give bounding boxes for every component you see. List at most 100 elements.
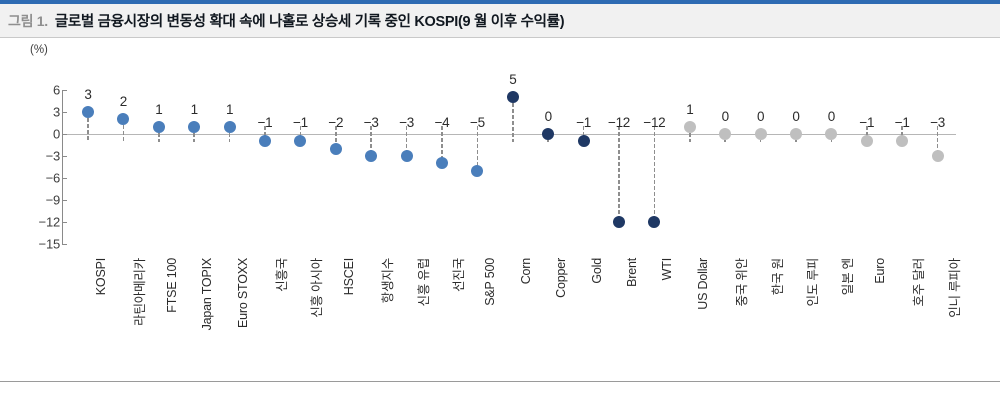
data-point-marker[interactable] <box>754 128 767 140</box>
title-band: 그림 1. 글로벌 금융시장의 변동성 확대 속에 나홀로 상승세 기록 중인 … <box>0 4 1000 37</box>
data-point-marker[interactable] <box>329 142 342 155</box>
data-point-value-label: 3 <box>84 87 92 102</box>
zero-baseline <box>62 134 956 135</box>
y-axis-tick-mark <box>62 178 67 179</box>
data-point-stem <box>299 126 302 142</box>
data-point-value-label: −4 <box>434 115 450 130</box>
figure-title: 글로벌 금융시장의 변동성 확대 속에 나홀로 상승세 기록 중인 KOSPI(… <box>54 14 565 30</box>
y-axis-tick-mark <box>62 244 67 245</box>
data-point-marker[interactable] <box>152 120 165 133</box>
y-axis-line <box>62 90 63 244</box>
data-point-stem <box>866 126 868 142</box>
data-point-marker[interactable] <box>931 150 944 162</box>
data-point-group[interactable]: −1 신흥 아시아 <box>284 44 324 374</box>
data-point-marker[interactable] <box>577 135 590 148</box>
x-axis-category-label: KOSPI <box>94 258 108 296</box>
data-point-marker[interactable] <box>860 135 873 148</box>
data-point-marker[interactable] <box>790 128 802 140</box>
data-point-marker[interactable] <box>896 135 909 148</box>
data-point-group[interactable]: −1 호주 달러 <box>886 44 926 374</box>
data-point-marker[interactable] <box>365 150 378 162</box>
data-point-value-label: −3 <box>399 115 414 130</box>
data-point-group[interactable]: 1 Japan TOPIX <box>178 44 214 374</box>
data-point-group[interactable]: 1 FTSE 100 <box>143 44 179 374</box>
data-point-group[interactable]: 0 Copper <box>532 44 568 374</box>
y-axis-tick-labels: 6 3 0 −3 −6 −9 −12 −15 <box>14 44 61 374</box>
x-axis-category-label: Brent <box>625 258 639 287</box>
data-point-marker[interactable] <box>471 164 484 177</box>
data-point-stem <box>193 126 195 142</box>
data-point-group[interactable]: −1 Euro <box>851 44 886 374</box>
data-point-stem <box>582 126 585 142</box>
data-point-value-label: 0 <box>792 109 800 124</box>
data-point-group[interactable]: −3 인니 루피아 <box>922 44 961 374</box>
data-point-value-label: −1 <box>292 115 308 130</box>
data-point-value-label: 0 <box>827 109 836 124</box>
y-axis-tick-mark <box>62 222 67 223</box>
data-point-marker[interactable] <box>223 120 236 133</box>
data-point-marker[interactable] <box>825 128 838 140</box>
data-point-group[interactable]: −3 항생지수 <box>355 44 395 374</box>
data-point-stem <box>228 126 231 142</box>
data-point-group[interactable]: 1 US Dollar <box>674 44 710 374</box>
data-point-marker[interactable] <box>683 120 696 133</box>
data-point-stem <box>370 126 372 156</box>
data-point-group[interactable]: 2 라틴아메리카 <box>107 44 147 374</box>
data-point-marker[interactable] <box>719 128 732 140</box>
data-point-group[interactable]: 5 Corn <box>497 44 533 374</box>
data-point-marker[interactable] <box>259 135 271 148</box>
data-point-group[interactable]: 0 중국 위안 <box>709 44 749 374</box>
data-point-group[interactable]: −1 Gold <box>568 44 603 374</box>
data-point-group[interactable]: −5 S&P 500 <box>461 44 497 374</box>
data-point-marker[interactable] <box>542 128 555 140</box>
data-point-stem <box>512 97 514 142</box>
data-point-group[interactable]: 3 KOSPI <box>72 44 108 374</box>
y-axis-tick-label: −3 <box>45 148 61 164</box>
y-axis-tick-mark <box>62 112 67 113</box>
data-point-group[interactable]: −12 WTI <box>638 44 674 374</box>
x-axis-category-label: 인니 루피아 <box>947 258 962 318</box>
data-point-group[interactable]: −2 HSCEI <box>320 44 355 374</box>
x-axis-category-label: Copper <box>554 258 569 298</box>
data-point-stem <box>264 126 266 142</box>
data-point-group[interactable]: 1 Euro STOXX <box>214 44 250 374</box>
data-point-group[interactable]: 0 일본 엔 <box>815 44 855 374</box>
data-point-value-label: 0 <box>544 109 553 124</box>
data-point-marker[interactable] <box>436 157 448 170</box>
y-axis-tick-label: 6 <box>52 82 60 98</box>
data-point-value-label: 0 <box>756 109 765 124</box>
data-point-value-label: −12 <box>608 115 630 130</box>
data-series-layer: 3 KOSPI 2 라틴아메리카 1 FTSE 100 1 Japan TOPIX 1 Euro … <box>0 44 1000 374</box>
chart-plot-area: (%) 6 3 0 −3 −6 −9 −12 −15 3 KOSPI 2 라틴아메리카 1 FTSE 1… <box>0 44 1000 374</box>
data-point-marker[interactable] <box>613 216 625 228</box>
data-point-marker[interactable] <box>648 216 661 228</box>
data-point-value-label: 0 <box>721 109 730 124</box>
data-point-value-label: −1 <box>894 115 910 130</box>
data-point-group[interactable]: −12 Brent <box>603 44 639 374</box>
data-point-value-label: 2 <box>119 94 128 110</box>
data-point-marker[interactable] <box>506 91 519 104</box>
data-point-value-label: 5 <box>509 72 517 88</box>
data-point-stem <box>653 126 656 222</box>
data-point-marker[interactable] <box>294 135 307 148</box>
data-point-marker[interactable] <box>117 113 130 126</box>
data-point-value-label: −1 <box>257 115 273 130</box>
y-axis-tick-mark <box>62 200 67 201</box>
data-point-stem <box>122 119 125 142</box>
x-axis-category-label: Japan TOPIX <box>200 258 215 331</box>
data-point-marker[interactable] <box>82 106 94 118</box>
data-point-group[interactable]: −1 신흥국 <box>249 44 289 374</box>
data-point-group[interactable]: 0 한국 원 <box>745 44 785 374</box>
data-point-value-label: −3 <box>930 115 945 130</box>
data-point-marker[interactable] <box>400 150 413 162</box>
data-point-group[interactable]: −3 신흥 유럽 <box>391 44 430 374</box>
data-point-marker[interactable] <box>188 120 201 133</box>
data-point-stem <box>618 126 620 222</box>
data-point-stem <box>689 126 691 142</box>
data-point-value-label: 1 <box>686 101 694 117</box>
data-point-group[interactable]: −4 선진국 <box>426 44 466 374</box>
top-accent-rule <box>0 0 1000 4</box>
data-point-group[interactable]: 0 인도 루피 <box>780 44 820 374</box>
data-point-value-label: −3 <box>363 115 379 130</box>
data-point-stem <box>901 126 903 142</box>
